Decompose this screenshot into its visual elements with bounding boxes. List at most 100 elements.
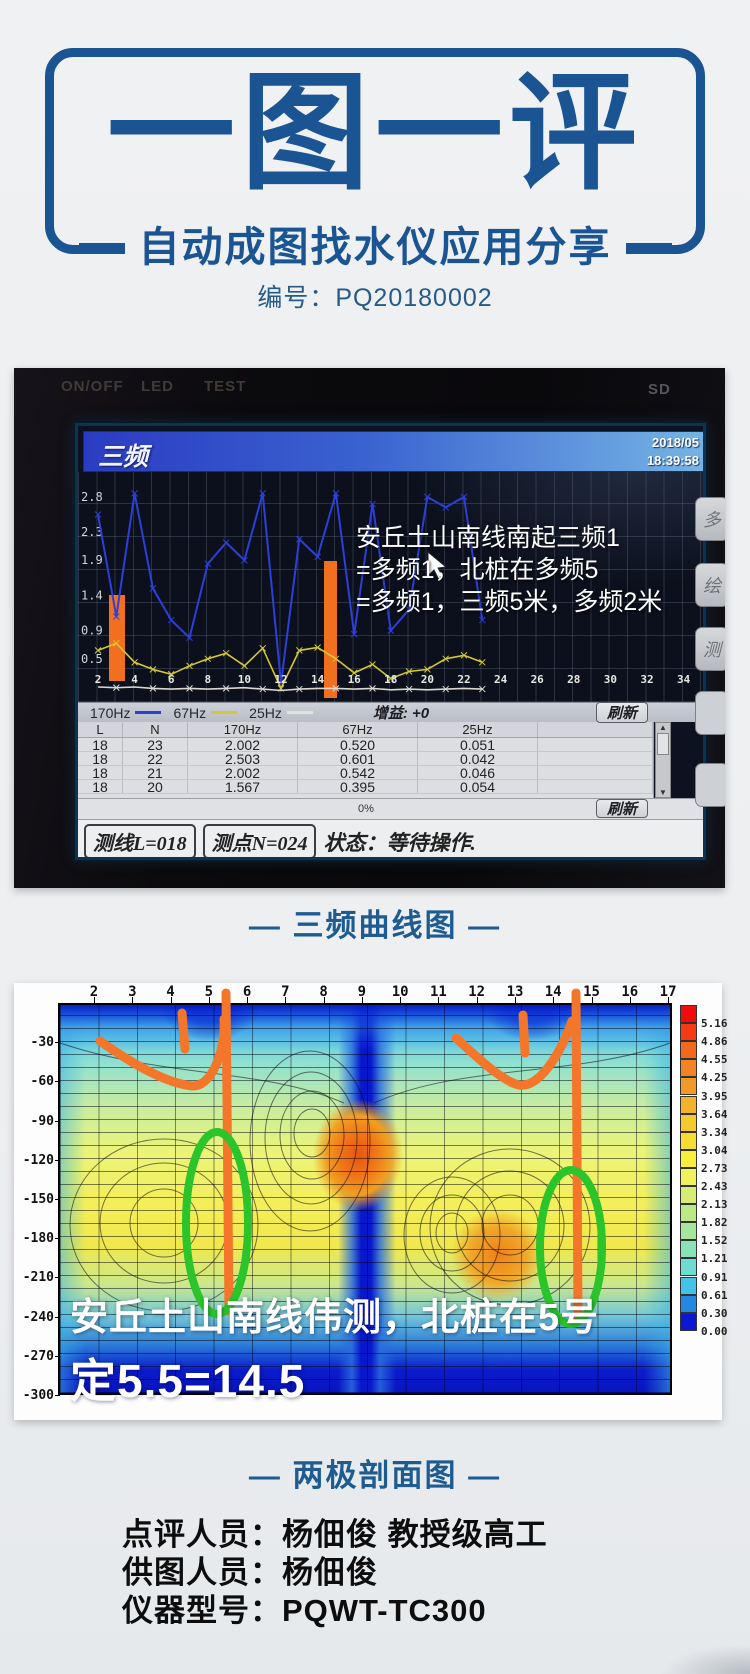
- svg-text:26: 26: [531, 673, 545, 686]
- tri-frequency-chart-svg: 2.82.31.91.40.90.52 4 6 8 10 12 14 16 18 20 22 24 26…: [81, 490, 691, 698]
- status-point-box: 测点N=024: [202, 824, 317, 857]
- bezel-label-led: LED: [141, 378, 174, 395]
- tri-frequency-chart: 2.8 2.3 1.9 1.4 0.9 0.5 2 4 6 8 10 12 14 16 18 20 22 24 26…: [78, 472, 703, 702]
- x-axis-label: 2: [89, 984, 99, 1000]
- colorbar-cell: [680, 1113, 697, 1132]
- y-axis-label: -180: [22, 1231, 54, 1247]
- colorbar-label: 2.73: [701, 1161, 728, 1175]
- x-axis-label: 14: [544, 984, 562, 1000]
- y-axis-label: -300: [22, 1388, 54, 1403]
- svg-text:10: 10: [238, 673, 251, 686]
- table-header-row: L N 170Hz 67Hz 25Hz: [78, 722, 653, 738]
- x-axis-tick: [285, 997, 287, 1004]
- x-axis-label: 4: [166, 984, 175, 1000]
- profile-panel: 2 3 4 5 6 7 8 9 10 11 12 13 14 15 16 17 -30 -60 -90 -120 -15…: [14, 983, 728, 1420]
- y-axis-label: -210: [22, 1270, 54, 1286]
- colorbar-label: 1.21: [701, 1252, 728, 1266]
- svg-text:32: 32: [640, 673, 653, 686]
- table-row[interactable]: 18 23 2.002 0.520 0.051: [78, 738, 653, 752]
- colorbar-cell: [680, 1258, 697, 1277]
- x-axis-tick: [438, 997, 440, 1004]
- chart-annotation: 安丘土山南线南起三频1 =多频1，北桩在多频5 =多频1，三频5米，多频2米: [356, 522, 703, 618]
- side-button-3[interactable]: 测: [695, 627, 725, 671]
- y-axis-tick: [55, 1120, 60, 1122]
- table-row[interactable]: 18 20 1.567 0.395 0.054: [78, 780, 653, 794]
- x-axis-tick: [553, 997, 555, 1004]
- colorbar-cell: [680, 1059, 697, 1078]
- colorbar-cell: [680, 1167, 697, 1186]
- x-axis-tick: [400, 997, 402, 1004]
- bezel-label-sd: SD: [648, 381, 671, 398]
- green-circle-left: [182, 1128, 252, 1318]
- svg-text:4: 4: [131, 673, 138, 686]
- y-axis-label: -240: [22, 1309, 54, 1325]
- legend-item-25hz: 25Hz: [249, 705, 313, 721]
- screen-clock: 2018/05 18:39:58: [647, 434, 699, 470]
- legend-dash-25hz: [286, 711, 313, 714]
- side-button-5[interactable]: [695, 763, 725, 807]
- orange-tick-left: [177, 1008, 190, 1054]
- side-button-4[interactable]: [695, 691, 725, 735]
- y-axis-label: -30: [30, 1035, 54, 1051]
- side-button-1[interactable]: 多: [695, 497, 725, 541]
- x-axis-label: 15: [583, 984, 600, 1000]
- contour-lines-svg: [59, 1042, 671, 1312]
- scrollbar-thumb[interactable]: [657, 733, 669, 755]
- x-axis-label: 5: [204, 984, 214, 1000]
- x-axis-tick: [591, 997, 593, 1004]
- colorbar-cell: [680, 1077, 697, 1096]
- refresh-button-top[interactable]: 刷新: [596, 702, 648, 723]
- x-axis-label: 8: [319, 984, 328, 1000]
- green-circle-right: [536, 1166, 606, 1328]
- series-67Hz: [97, 642, 483, 691]
- table-row[interactable]: 18 22 2.503 0.601 0.042: [78, 752, 653, 766]
- status-bar: 测线L=018 测点N=024 状态：等待操作.: [78, 820, 703, 857]
- x-axis-tick: [668, 997, 670, 1004]
- colorbar-label: 1.82: [701, 1216, 728, 1230]
- x-axis-tick: [132, 997, 134, 1004]
- y-axis-tick: [55, 1277, 60, 1279]
- side-button-2[interactable]: 绘: [695, 563, 725, 607]
- orange-check-right: [451, 1016, 577, 1090]
- footer-credits: 点评人员：杨佃俊 教授级高工 供图人员：杨佃俊 仪器型号：PQWT-TC300: [122, 1516, 548, 1630]
- series-25Hz: [97, 686, 483, 692]
- colorbar-label: 1.52: [701, 1234, 728, 1248]
- subtitle: 自动成图找水仪应用分享: [124, 221, 626, 273]
- table-row[interactable]: 18 21 2.002 0.542 0.046: [78, 766, 653, 780]
- colorbar-label: 3.04: [701, 1143, 728, 1157]
- colorbar-cell: [680, 1095, 697, 1114]
- svg-text:14: 14: [311, 673, 325, 686]
- subtitle-row: 自动成图找水仪应用分享: [0, 221, 750, 273]
- svg-text:18: 18: [384, 673, 397, 686]
- document-number: 编号：PQ20180002: [257, 284, 493, 312]
- legend-strip: 170Hz 67Hz 25Hz 增益: +0: [78, 702, 703, 722]
- colorbar-cell: [680, 1294, 697, 1313]
- table-scrollbar[interactable]: ▲ ▼: [655, 722, 671, 798]
- y-axis-label: -120: [22, 1152, 54, 1168]
- colorbar-label: 5.16: [701, 1017, 728, 1031]
- colorbar-cell: [680, 1149, 697, 1168]
- x-axis-label: 9: [357, 984, 367, 1000]
- svg-text:28: 28: [567, 673, 580, 686]
- orange-line-left: [221, 988, 234, 1316]
- x-axis-label: 16: [621, 984, 639, 1000]
- x-axis-label: 17: [659, 984, 677, 1000]
- screen-time: 18:39:58: [646, 453, 699, 468]
- footer-reviewer: 点评人员：杨佃俊 教授级高工: [122, 1517, 548, 1552]
- series-170Hz: [97, 493, 484, 684]
- colorbar-cell: [680, 1131, 697, 1150]
- colorbar-cell: [680, 1186, 697, 1204]
- y-axis-label: -90: [30, 1113, 54, 1129]
- svg-text:24: 24: [494, 673, 508, 686]
- legend-item-67hz: 67Hz: [173, 705, 238, 721]
- y-axis-tick: [55, 1199, 60, 1200]
- colorbar-cell: [680, 1240, 697, 1259]
- colorbar-cell: [680, 1276, 697, 1295]
- orange-bar-1: [109, 595, 125, 681]
- colorbar-cell: [680, 1041, 697, 1060]
- gain-label: 增益: +0: [372, 705, 430, 722]
- caption-tri-frequency: — 三频曲线图 —: [248, 908, 502, 943]
- refresh-button-bottom[interactable]: 刷新: [596, 799, 648, 818]
- y-axis-label: -150: [22, 1192, 54, 1207]
- x-axis-label: 6: [242, 984, 252, 1000]
